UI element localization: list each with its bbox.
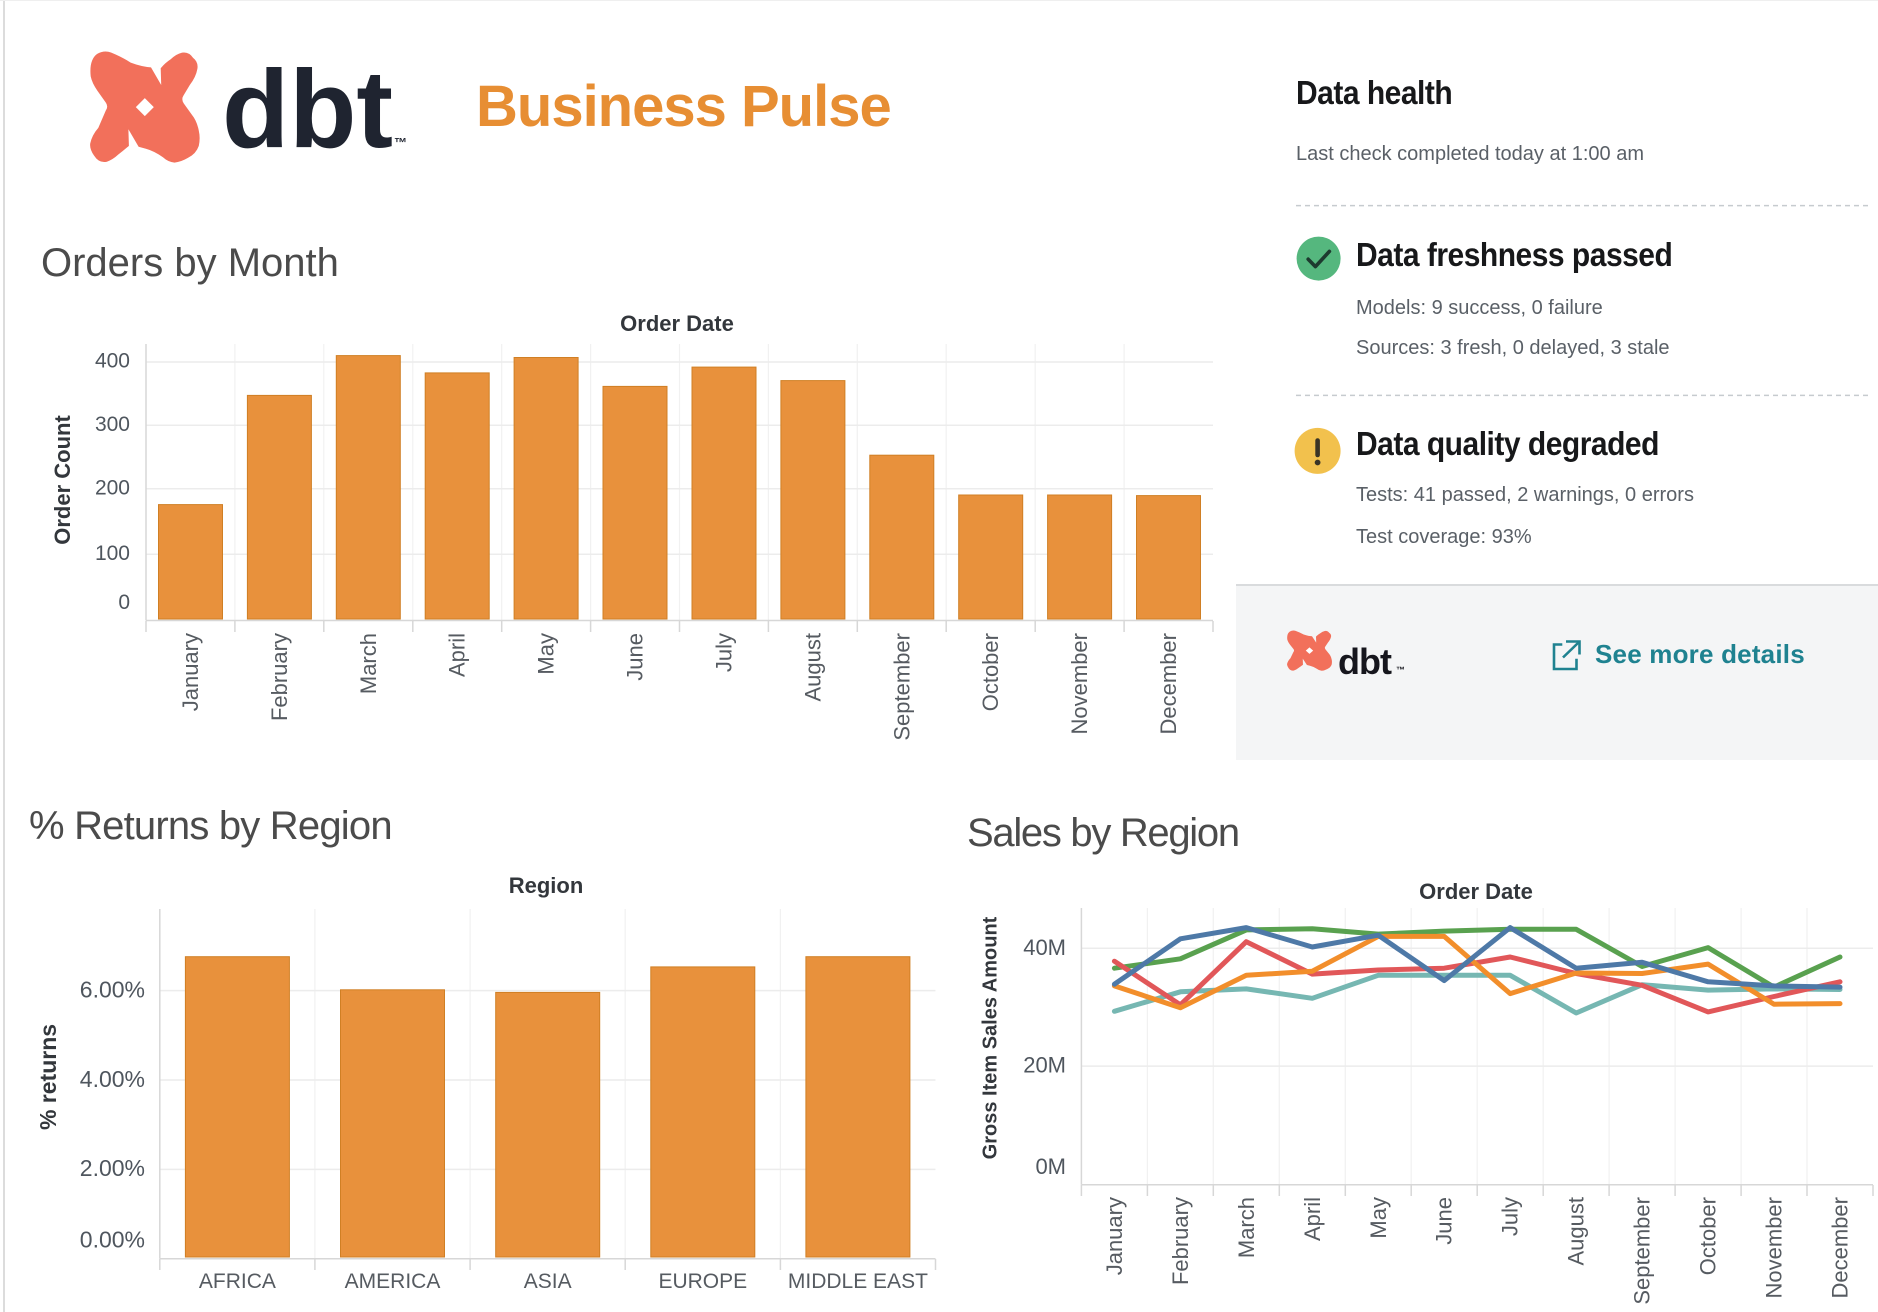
svg-text:February: February xyxy=(267,633,292,721)
svg-text:March: March xyxy=(356,633,381,694)
svg-text:EUROPE: EUROPE xyxy=(658,1270,747,1293)
svg-text:May: May xyxy=(1366,1197,1391,1239)
svg-text:0M: 0M xyxy=(1035,1154,1066,1179)
svg-text:Region: Region xyxy=(509,873,584,898)
svg-text:AMERICA: AMERICA xyxy=(345,1270,441,1293)
svg-text:2.00%: 2.00% xyxy=(80,1155,145,1181)
svg-text:December: December xyxy=(1156,633,1181,734)
svg-text:June: June xyxy=(623,633,648,681)
svg-text:February: February xyxy=(1168,1197,1193,1285)
svg-text:April: April xyxy=(1300,1197,1325,1241)
svg-text:MIDDLE EAST: MIDDLE EAST xyxy=(788,1270,928,1293)
svg-text:400: 400 xyxy=(95,350,130,373)
svg-text:Order Date: Order Date xyxy=(620,311,734,336)
svg-text:September: September xyxy=(1630,1197,1655,1305)
svg-text:AFRICA: AFRICA xyxy=(199,1270,276,1293)
svg-text:December: December xyxy=(1828,1197,1853,1298)
svg-text:November: November xyxy=(1067,633,1092,734)
svg-text:July: July xyxy=(712,633,737,672)
svg-text:0.00%: 0.00% xyxy=(80,1226,145,1252)
svg-text:October: October xyxy=(1696,1197,1721,1275)
svg-text:January: January xyxy=(178,633,203,711)
svg-text:October: October xyxy=(978,633,1003,711)
svg-text:6.00%: 6.00% xyxy=(80,977,145,1003)
svg-text:September: September xyxy=(889,633,914,741)
svg-text:20M: 20M xyxy=(1023,1053,1066,1078)
svg-text:0: 0 xyxy=(118,591,130,614)
svg-text:40M: 40M xyxy=(1023,935,1066,960)
svg-text:March: March xyxy=(1234,1197,1259,1258)
svg-text:August: August xyxy=(800,633,825,702)
svg-text:Gross Item Sales Amount: Gross Item Sales Amount xyxy=(980,916,1002,1159)
svg-text:4.00%: 4.00% xyxy=(80,1066,145,1092)
svg-text:August: August xyxy=(1564,1197,1589,1266)
svg-text:ASIA: ASIA xyxy=(524,1270,572,1293)
svg-text:Order Date: Order Date xyxy=(1419,879,1533,904)
svg-text:July: July xyxy=(1498,1197,1523,1236)
svg-text:November: November xyxy=(1762,1197,1787,1298)
svg-text:June: June xyxy=(1432,1197,1457,1245)
svg-text:100: 100 xyxy=(95,542,130,565)
svg-text:April: April xyxy=(445,633,470,677)
svg-text:200: 200 xyxy=(95,476,130,499)
svg-text:% returns: % returns xyxy=(35,1024,61,1130)
svg-text:May: May xyxy=(534,633,559,675)
svg-text:300: 300 xyxy=(95,413,130,436)
svg-text:January: January xyxy=(1102,1197,1127,1275)
svg-text:Order Count: Order Count xyxy=(50,415,75,545)
